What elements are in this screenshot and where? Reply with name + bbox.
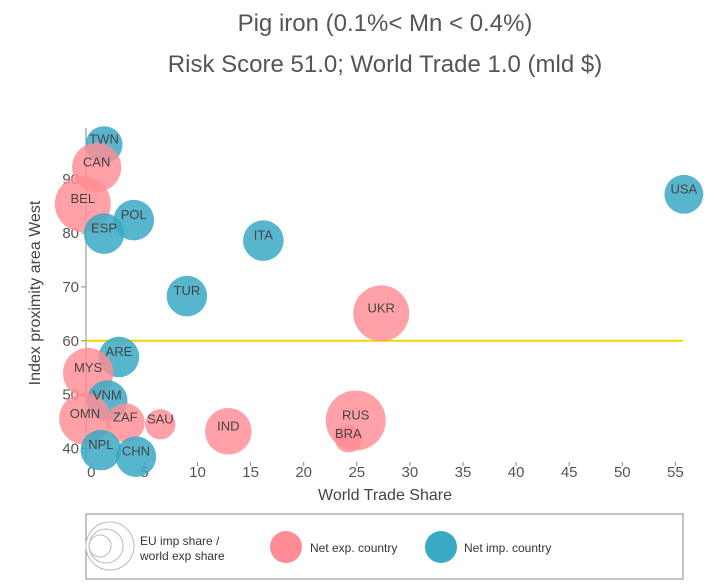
chart-subtitle: Risk Score 51.0; World Trade 1.0 (mld $)	[168, 51, 602, 78]
legend-size-circle-small	[88, 534, 112, 558]
bubble-label-can: CAN	[83, 154, 110, 169]
bubble-label-ukr: UKR	[367, 300, 394, 315]
legend-size-circle-large	[85, 521, 135, 571]
bubble-npl	[80, 429, 122, 471]
legend-exp-marker	[270, 531, 302, 563]
bubble-label-ind: IND	[217, 418, 239, 433]
bubble-label-pol: POL	[121, 207, 147, 222]
bubble-label-omn: OMN	[70, 406, 100, 421]
bubble-label-twn: TWN	[89, 132, 119, 147]
legend-exp-label: Net exp. country	[310, 541, 397, 555]
legend-size-label-line2: world exp share	[139, 549, 225, 563]
bubble-bra	[334, 425, 362, 453]
bubble-ukr	[353, 285, 410, 342]
bubble-label-sau: SAU	[147, 411, 174, 426]
bubble-label-mys: MYS	[74, 360, 103, 375]
x-tick-label: 20	[295, 464, 312, 481]
bubble-ind	[205, 408, 252, 455]
bubbles	[54, 126, 704, 477]
bubble-label-npl: NPL	[88, 437, 113, 452]
y-tick-label: 60	[62, 333, 79, 350]
bubble-chn	[115, 436, 157, 477]
bubble-ita	[243, 220, 284, 261]
legend-imp-label: Net imp. country	[464, 541, 551, 555]
x-tick-label: 50	[614, 464, 631, 481]
bubble-label-bra: BRA	[335, 426, 362, 441]
x-tick-label: 10	[189, 464, 206, 481]
y-tick-label: 40	[62, 441, 79, 458]
x-tick-label: 0	[87, 464, 95, 481]
chart-title: Pig iron (0.1%< Mn < 0.4%)	[238, 10, 533, 37]
x-tick-label: 15	[242, 464, 259, 481]
bubble-label-vnm: VNM	[93, 388, 122, 403]
y-tick-label: 70	[62, 279, 79, 296]
bubble-label-esp: ESP	[91, 221, 117, 236]
bubble-label-ita: ITA	[254, 228, 274, 243]
bubble-sau	[145, 409, 176, 440]
bubble-label-usa: USA	[671, 181, 698, 196]
x-tick-label: 40	[508, 464, 525, 481]
x-tick-label: 55	[667, 464, 684, 481]
x-tick-label: 30	[402, 464, 419, 481]
x-tick-label: 25	[348, 464, 365, 481]
x-tick-label: 35	[455, 464, 472, 481]
legend: EU imp share / world exp share Net exp. …	[85, 513, 684, 580]
bubble-label-tur: TUR	[174, 283, 201, 298]
legend-size-label-line1: EU imp share /	[140, 534, 220, 548]
x-axis-label: World Trade Share	[318, 487, 452, 504]
bubble-label-zaf: ZAF	[113, 410, 138, 425]
bubble-tur	[166, 275, 208, 317]
bubble-zaf	[105, 403, 145, 443]
legend-imp-marker	[425, 531, 457, 563]
bubble-label-are: ARE	[106, 344, 133, 359]
y-axis-label: Index proximity area West	[27, 200, 44, 385]
bubble-usa	[664, 174, 704, 214]
bubble-label-bel: BEL	[71, 191, 96, 206]
bubble-esp	[83, 213, 125, 254]
bubble-label-chn: CHN	[122, 444, 150, 459]
bubble-label-rus: RUS	[342, 408, 370, 423]
x-axis-ticks: 0510152025303540455055	[87, 462, 684, 481]
x-tick-label: 45	[561, 464, 578, 481]
